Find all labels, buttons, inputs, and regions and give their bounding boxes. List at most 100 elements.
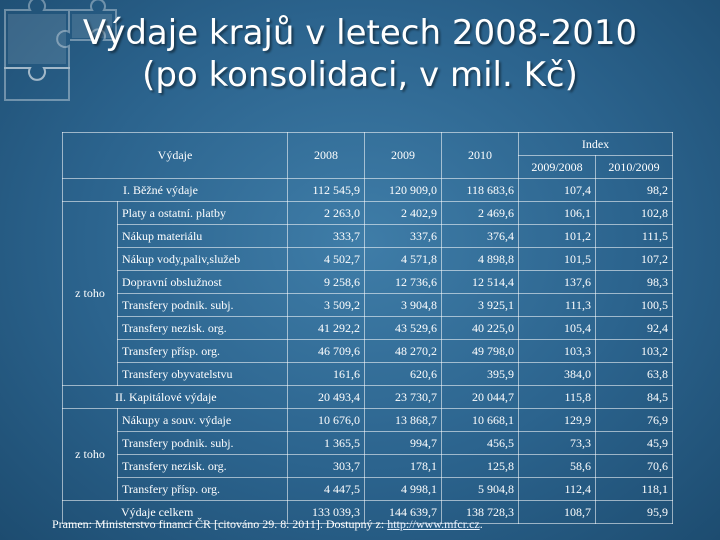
header-2010: 2010 <box>441 132 519 179</box>
puzzle-decoration-icon <box>4 0 117 101</box>
cell-index-1: 129,9 <box>518 408 596 432</box>
cell-index-2: 107,2 <box>594 247 674 271</box>
table-row: Transfery přísp. org. 4 447,5 4 998,1 5 … <box>63 477 674 501</box>
cell-index-1: 73,3 <box>518 431 596 455</box>
row-label: Dopravní obslužnost <box>117 270 288 294</box>
table-row: Transfery přísp. org. 46 709,6 48 270,2 … <box>63 339 674 363</box>
cell-2009: 4 998,1 <box>364 477 442 501</box>
cell-index-2: 98,3 <box>594 270 674 294</box>
cell-index-1: 58,6 <box>518 454 596 478</box>
cell-index-1: 384,0 <box>518 362 596 386</box>
row-label: Transfery nezisk. org. <box>117 316 288 340</box>
source-end: . <box>479 517 483 531</box>
cell-index-2: 92,4 <box>594 316 674 340</box>
row-label: II. Kapitálové výdaje <box>62 385 288 409</box>
table-row: z toho Platy a ostatní. platby 2 263,0 2… <box>62 201 674 386</box>
cell-2010: 2 469,6 <box>441 201 519 225</box>
section-row-current: I. Běžné výdaje 112 545,9 120 909,0 118 … <box>62 178 674 202</box>
cell-2008: 10 676,0 <box>287 408 365 432</box>
cell-index-1: 112,4 <box>518 477 596 501</box>
row-label: Nákupy a souv. výdaje <box>117 408 288 432</box>
cell-index-2: 103,2 <box>594 339 674 363</box>
expenditure-table: Výdaje 2008 2009 2010 Index 2009/2008 20… <box>62 132 674 524</box>
cell-index-2: 70,6 <box>594 454 674 478</box>
cell-2010: 40 225,0 <box>441 316 519 340</box>
cell-2009: 337,6 <box>364 224 442 248</box>
table-row: Nákup materiálu 333,7 337,6 376,4 101,2 … <box>63 224 674 248</box>
table-row: Dopravní obslužnost 9 258,6 12 736,6 12 … <box>63 270 674 294</box>
cell-2010: 20 044,7 <box>441 385 519 409</box>
cell-index-2: 76,9 <box>594 408 674 432</box>
cell-2008: 46 709,6 <box>287 339 365 363</box>
cell-2009: 2 402,9 <box>364 201 442 225</box>
title-line-2: (po konsolidaci, v mil. Kč) <box>142 55 578 95</box>
cell-2009: 23 730,7 <box>364 385 442 409</box>
cell-index-2: 45,9 <box>594 431 674 455</box>
cell-2008: 2 263,0 <box>287 201 365 225</box>
group-label: z toho <box>62 408 118 501</box>
cell-index-1: 107,4 <box>518 178 596 202</box>
cell-index-1: 105,4 <box>518 316 596 340</box>
cell-2010: 395,9 <box>441 362 519 386</box>
table-row: Transfery obyvatelstvu 161,6 620,6 395,9… <box>63 362 674 386</box>
row-label: I. Běžné výdaje <box>62 178 288 202</box>
cell-2008: 20 493,4 <box>287 385 365 409</box>
cell-index-2: 98,2 <box>594 178 674 202</box>
cell-2010: 118 683,6 <box>441 178 519 202</box>
row-label: Nákup materiálu <box>117 224 288 248</box>
header-index-2009-2008: 2009/2008 <box>518 155 596 179</box>
cell-2008: 4 502,7 <box>287 247 365 271</box>
header-index: Index <box>517 132 674 156</box>
cell-2009: 13 868,7 <box>364 408 442 432</box>
cell-2009: 3 904,8 <box>364 293 442 317</box>
row-label: Platy a ostatní. platby <box>117 201 288 225</box>
cell-2009: 178,1 <box>364 454 442 478</box>
cell-2008: 112 545,9 <box>287 178 365 202</box>
cell-2008: 303,7 <box>287 454 365 478</box>
source-text: Pramen: Ministerstvo financí ČR [citován… <box>52 517 388 531</box>
cell-2010: 125,8 <box>441 454 519 478</box>
table-subheader-row: 2009/2008 2010/2009 <box>63 155 674 179</box>
table-header-row: Výdaje 2008 2009 2010 Index <box>62 132 674 179</box>
section-row-capital: II. Kapitálové výdaje 20 493,4 23 730,7 … <box>62 385 674 409</box>
cell-2008: 4 447,5 <box>287 477 365 501</box>
cell-2010: 3 925,1 <box>441 293 519 317</box>
title-line-1: Výdaje krajů v letech 2008-2010 <box>82 13 638 53</box>
cell-2010: 138 728,3 <box>441 500 519 524</box>
row-label: Transfery podnik. subj. <box>117 431 288 455</box>
cell-2009: 4 571,8 <box>364 247 442 271</box>
cell-2009: 12 736,6 <box>364 270 442 294</box>
cell-index-2: 102,8 <box>594 201 674 225</box>
header-index-2010-2009: 2010/2009 <box>594 155 674 179</box>
cell-2009: 994,7 <box>364 431 442 455</box>
cell-2009: 620,6 <box>364 362 442 386</box>
source-footnote: Pramen: Ministerstvo financí ČR [citován… <box>52 517 483 532</box>
cell-index-2: 111,5 <box>594 224 674 248</box>
header-2008: 2008 <box>287 132 365 179</box>
cell-index-1: 111,3 <box>518 293 596 317</box>
group-label: z toho <box>62 201 118 386</box>
cell-2008: 1 365,5 <box>287 431 365 455</box>
cell-index-2: 118,1 <box>594 477 674 501</box>
cell-2010: 456,5 <box>441 431 519 455</box>
cell-2008: 9 258,6 <box>287 270 365 294</box>
row-label: Nákup vody,paliv,služeb <box>117 247 288 271</box>
cell-2008: 41 292,2 <box>287 316 365 340</box>
header-2009: 2009 <box>364 132 442 179</box>
row-label: Transfery nezisk. org. <box>117 454 288 478</box>
row-label: Transfery přísp. org. <box>117 477 288 501</box>
row-label: Transfery obyvatelstvu <box>117 362 288 386</box>
table-row: Transfery podnik. subj. 3 509,2 3 904,8 … <box>63 293 674 317</box>
cell-2010: 5 904,8 <box>441 477 519 501</box>
cell-index-2: 100,5 <box>594 293 674 317</box>
table-row: z toho Nákupy a souv. výdaje 10 676,0 13… <box>62 408 674 501</box>
cell-2008: 333,7 <box>287 224 365 248</box>
cell-index-1: 103,3 <box>518 339 596 363</box>
cell-index-1: 101,2 <box>518 224 596 248</box>
source-link[interactable]: http://www.mfcr.cz <box>387 517 480 531</box>
page-title: Výdaje krajů v letech 2008-2010 (po kons… <box>0 12 720 96</box>
cell-2009: 120 909,0 <box>364 178 442 202</box>
total-row: Výdaje celkem 133 039,3 144 639,7 138 72… <box>62 500 674 524</box>
cell-index-1: 115,8 <box>518 385 596 409</box>
cell-index-1: 101,5 <box>518 247 596 271</box>
